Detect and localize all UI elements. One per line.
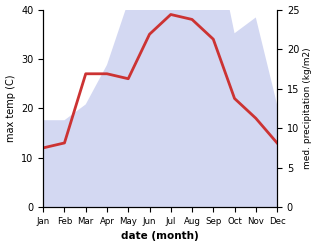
X-axis label: date (month): date (month) [121,231,199,242]
Y-axis label: med. precipitation (kg/m2): med. precipitation (kg/m2) [303,48,313,169]
Y-axis label: max temp (C): max temp (C) [5,75,16,142]
